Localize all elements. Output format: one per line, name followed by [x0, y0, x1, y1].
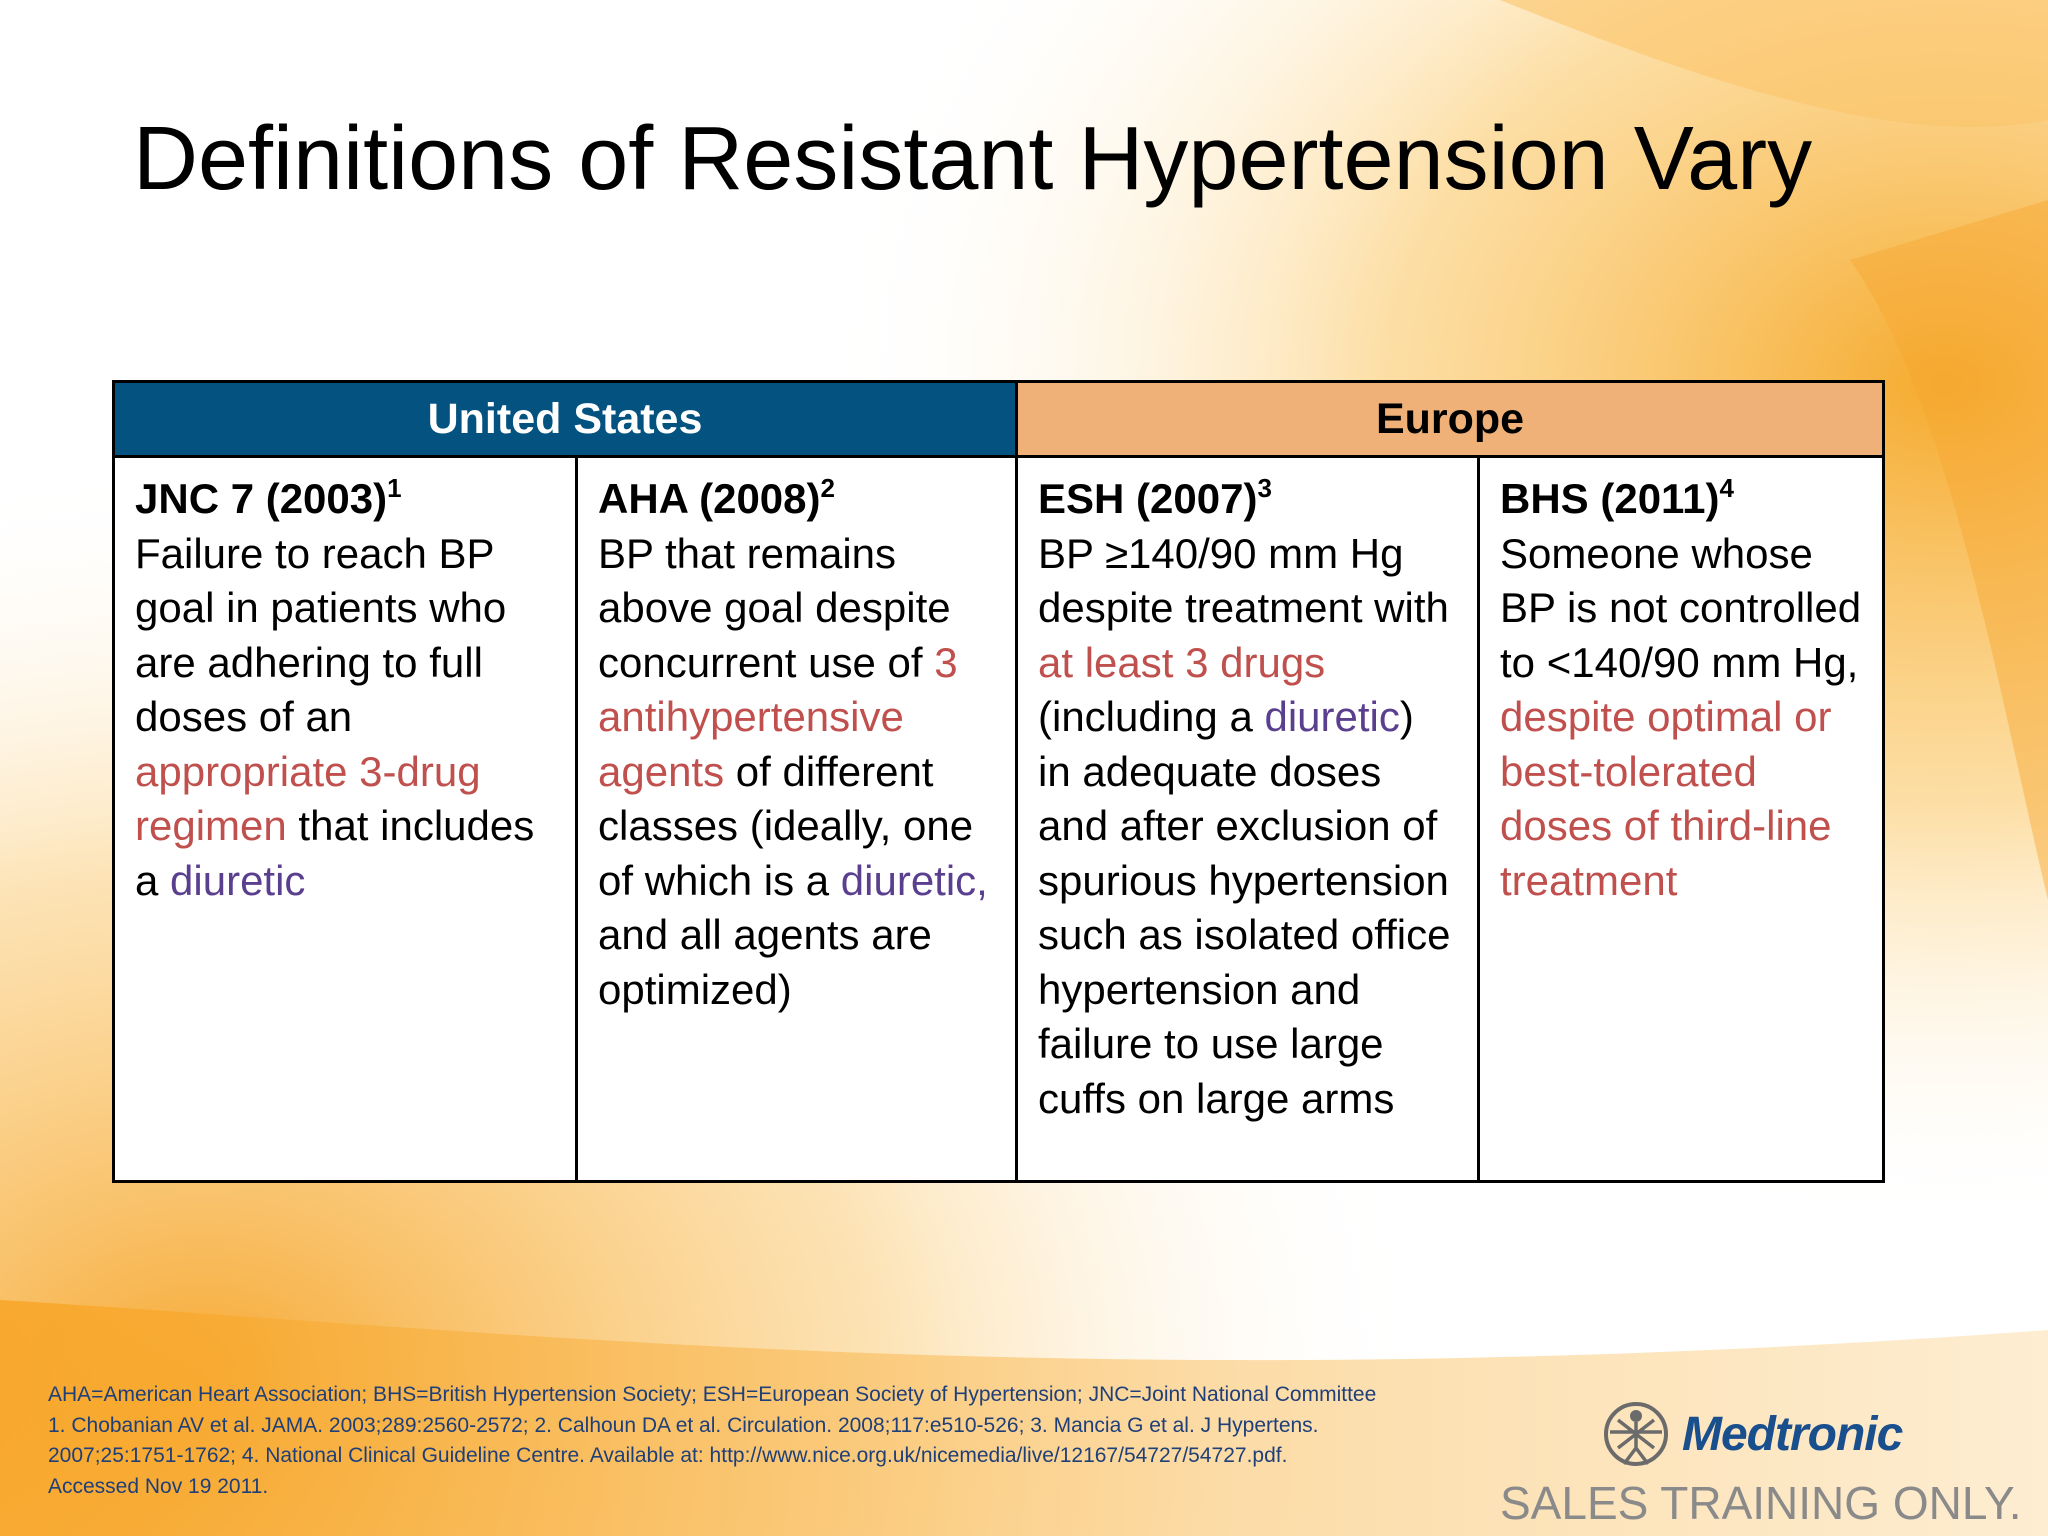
definition-highlight-red: 3 antihypertensive agents: [598, 638, 958, 795]
definition-cell-aha: AHA (2008)2 BP that remains above goal d…: [575, 455, 1018, 1183]
definition-text: Failure to reach BP goal in patients who…: [135, 530, 534, 904]
reference-line: 2007;25:1751-1762; 4. National Clinical …: [48, 1444, 1288, 1467]
reference-line: 1. Chobanian AV et al. JAMA. 2003;289:25…: [48, 1413, 1319, 1437]
region-header-row: United States Europe: [112, 380, 1886, 458]
definition-heading: JNC 7 (2003)1: [135, 472, 555, 527]
definitions-table: United States Europe JNC 7 (2003)1 Failu…: [112, 380, 1886, 1183]
definition-segment: and all agents are optimized): [598, 911, 932, 1013]
reference-mark: 3: [1257, 473, 1272, 503]
definition-segment: (including a: [1038, 693, 1265, 740]
footnotes: AHA=American Heart Association; BHS=Brit…: [48, 1380, 1548, 1502]
abbreviations-note: AHA=American Heart Association; BHS=Brit…: [48, 1383, 1377, 1406]
definition-segment: Someone whose BP is not controlled to <1…: [1500, 529, 1862, 686]
definition-highlight-red: despite optimal or best-tolerated doses …: [1500, 693, 1832, 904]
definition-heading-text: JNC 7 (2003): [135, 475, 388, 522]
definition-heading-text: BHS (2011): [1500, 475, 1720, 522]
definition-highlight-red: appropriate 3-drug regimen: [135, 747, 481, 850]
definition-highlight-red: at least 3 drugs: [1038, 638, 1326, 686]
region-header-us: United States: [112, 380, 1018, 458]
logo-wordmark: Medtronic: [1682, 1407, 1903, 1461]
definition-heading: AHA (2008)2: [598, 472, 995, 527]
definition-segment: of different classes (ideally, one of wh…: [598, 747, 974, 904]
medtronic-logo: Medtronic: [1600, 1394, 1950, 1474]
sales-training-notice: SALES TRAINING ONLY.: [1500, 1477, 2022, 1529]
definition-heading: BHS (2011)4: [1500, 472, 1862, 527]
definition-cell-bhs: BHS (2011)4 Someone whose BP is not cont…: [1476, 455, 1886, 1183]
definition-heading-text: ESH (2007): [1038, 475, 1258, 522]
definitions-row: JNC 7 (2003)1 Failure to reach BP goal i…: [112, 455, 1886, 1183]
definition-heading: ESH (2007)3: [1038, 472, 1457, 527]
definition-highlight-purple: diuretic: [170, 856, 306, 904]
reference-mark: 1: [387, 473, 402, 503]
definition-segment: Failure to reach BP goal in patients who…: [135, 529, 507, 741]
definition-cell-jnc7: JNC 7 (2003)1 Failure to reach BP goal i…: [112, 455, 578, 1183]
reference-mark: 4: [1719, 473, 1734, 503]
slide-title: Definitions of Resistant Hypertension Va…: [133, 109, 1813, 209]
region-header-europe: Europe: [1014, 380, 1886, 458]
definition-segment: that includes a: [135, 802, 535, 904]
definition-highlight-purple: diuretic: [1264, 693, 1400, 740]
reference-mark: 2: [820, 473, 835, 503]
definition-segment: ) in adequate doses and after exclusion …: [1038, 693, 1451, 1122]
reference-line: Accessed Nov 19 2011.: [48, 1474, 269, 1498]
definition-cell-esh: ESH (2007)3 BP ≥140/90 mm Hg despite tre…: [1015, 455, 1480, 1183]
definition-text: BP ≥140/90 mm Hg despite treatment with …: [1038, 530, 1450, 1122]
definition-text: Someone whose BP is not controlled to <1…: [1500, 530, 1861, 904]
definition-heading-text: AHA (2008): [598, 475, 821, 522]
definition-highlight-purple: diuretic,: [840, 856, 988, 904]
definition-text: BP that remains above goal despite concu…: [598, 530, 988, 1013]
medtronic-figure-icon: [1604, 1402, 1668, 1466]
definition-segment: BP ≥140/90 mm Hg despite treatment with: [1038, 529, 1449, 632]
definition-segment: BP that remains above goal despite concu…: [598, 529, 951, 686]
